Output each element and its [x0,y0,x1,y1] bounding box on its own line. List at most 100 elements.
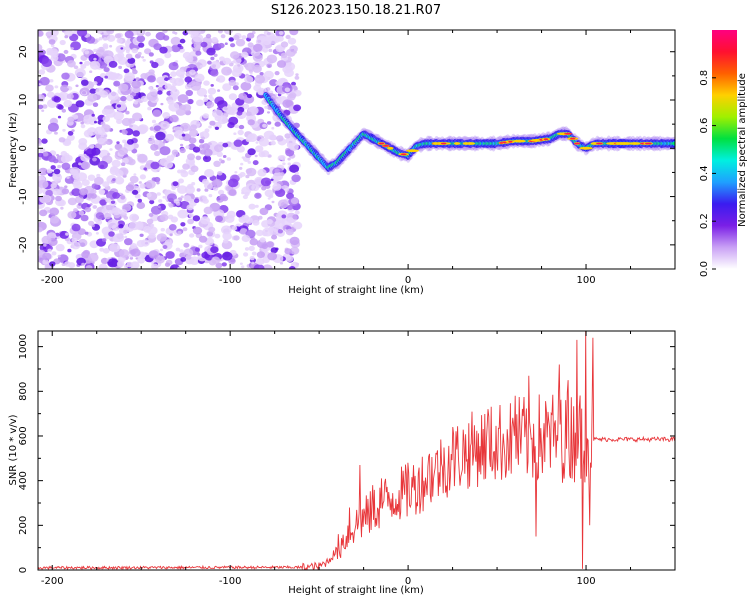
noise-blob [162,35,170,41]
noise-blob [113,80,121,87]
noise-blob [116,141,120,145]
snr-frame [37,330,676,571]
spectrogram-content [38,30,675,269]
noise-blob [284,87,291,93]
noise-blob [254,75,266,84]
noise-blob [241,265,245,269]
spectrogram-y-ticks: 20 10 0 -10 -20 [18,45,675,270]
noise-blob [247,32,255,39]
noise-blob [170,88,180,97]
noise-blob [112,192,121,199]
noise-blob [235,38,246,47]
noise-blob [254,154,258,158]
noise-blob [66,93,74,100]
noise-blob [200,216,211,225]
noise-blob [116,104,122,108]
noise-blob [135,77,140,81]
spectrogram-y-tick-label: 10 [18,94,29,107]
noise-blob [80,124,86,129]
ridge-hot [406,149,419,153]
spectrogram-x-ticks: -200 -100 0 100 [41,30,676,286]
noise-blob [177,230,182,235]
noise-blob [39,49,46,56]
noise-blob [221,66,233,76]
noise-blob [129,256,134,260]
noise-blob [47,248,52,253]
figure-title: S126.2023.150.18.21.R07 [271,3,441,18]
noise-blob [145,180,156,189]
noise-blob [49,79,54,83]
snr-panel: -200 -100 0 100 0 200 400 600 800 1000 Height of… [8,330,676,596]
noise-blob [255,145,264,153]
noise-blob [249,238,259,246]
noise-blob [45,84,54,92]
noise-blob [188,213,194,218]
noise-blob [169,233,173,237]
noise-blob [227,106,238,116]
noise-blob [233,235,240,241]
colorbar-ticks: 0.0 0.2 0.4 0.6 0.8 [699,70,716,277]
noise-blob [170,36,181,46]
noise-blob [86,204,91,208]
noise-blob [165,251,175,259]
noise-blob [152,109,162,118]
noise-blob [63,99,73,108]
noise-blob [210,69,219,77]
noise-blob [65,232,69,236]
noise-blob [223,30,233,35]
snr-x-tick-label: -100 [219,576,242,587]
noise-blob [280,52,288,59]
noise-blob [132,130,140,137]
noise-blob [162,195,166,199]
noise-blob [170,216,178,223]
snr-series-line [38,331,675,570]
noise-blob [42,259,49,265]
noise-blob [61,188,70,195]
noise-blob [71,241,81,250]
noise-blob [289,236,300,246]
noise-blob [113,111,124,121]
noise-blob [98,188,106,195]
noise-blob [83,129,93,138]
noise-blob [130,261,140,269]
noise-blob [266,63,273,69]
noise-blob [57,164,62,169]
noise-blob [169,264,180,269]
noise-blob [276,213,281,218]
noise-blob [139,233,144,237]
noise-blob [230,43,236,48]
noise-blob [211,178,223,188]
noise-blob [189,129,199,137]
noise-blob [246,167,257,177]
noise-blob [183,248,194,257]
noise-blob [66,176,70,179]
noise-blob [155,85,159,88]
noise-blob [42,104,48,109]
noise-blob [95,134,101,139]
noise-blob [147,106,152,111]
noise-blob [279,156,284,160]
noise-blob [120,209,128,215]
noise-blob [187,98,194,105]
noise-blob [256,251,265,259]
noise-blob [137,256,146,264]
noise-blob [195,50,202,56]
noise-blob [251,251,257,256]
noise-blob [38,43,43,52]
noise-blob [94,126,105,136]
noise-blob [231,68,242,77]
noise-blob [217,89,221,92]
noise-blob [121,162,126,166]
noise-blob [286,142,293,148]
noise-blob [164,52,172,59]
colorbar-tick-label: 0.4 [699,165,710,181]
noise-blob [61,162,71,170]
noise-blob [67,197,77,206]
noise-blob [281,214,287,219]
noise-blob [287,37,297,45]
noise-blob [265,87,271,92]
noise-blob [289,30,299,36]
noise-blob [266,219,273,225]
noise-blob [192,33,204,43]
noise-blob [262,48,269,53]
